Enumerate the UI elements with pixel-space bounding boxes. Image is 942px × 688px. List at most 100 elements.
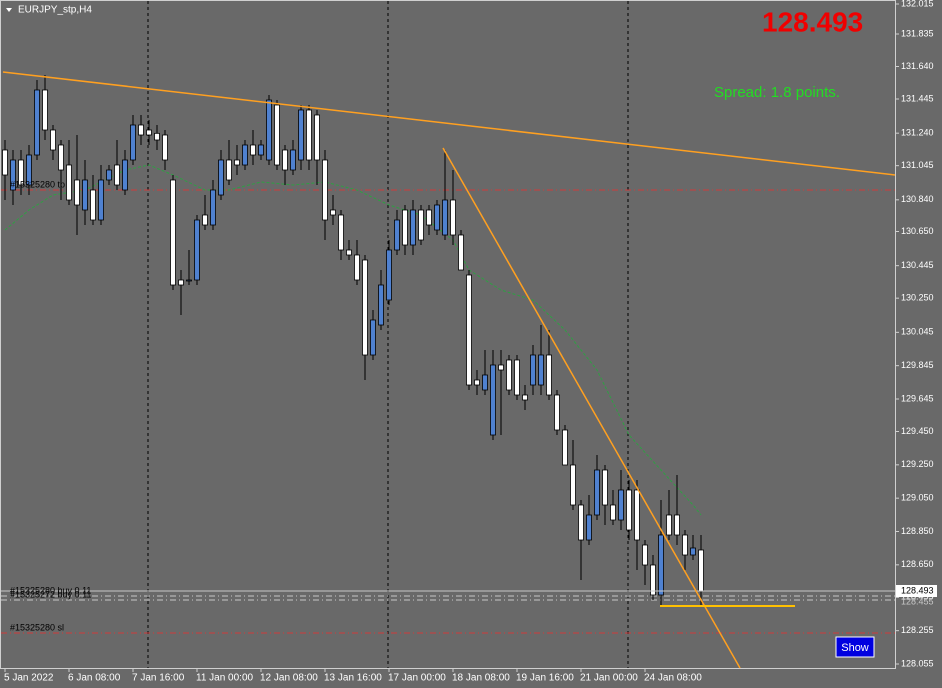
candle-body	[610, 504, 616, 521]
y-tick-label: 131.640	[901, 61, 934, 71]
candle-body	[538, 354, 544, 386]
y-tick-label: 129.645	[901, 393, 934, 403]
y-tick-label: 129.050	[901, 493, 934, 503]
candle-body	[114, 164, 120, 186]
candle-body	[370, 319, 376, 356]
candle-body	[634, 489, 640, 541]
candle-body	[298, 109, 304, 161]
candle-body	[330, 209, 336, 216]
candle-body	[82, 179, 88, 211]
candle-body	[378, 284, 384, 326]
candle-body	[266, 99, 272, 161]
candle-body	[402, 209, 408, 246]
candle-body	[146, 129, 152, 136]
candle-body	[362, 259, 368, 356]
candle-body	[282, 149, 288, 171]
candle-body	[218, 159, 224, 196]
y-tick-label: 131.835	[901, 28, 934, 38]
candle-body	[394, 219, 400, 251]
y-tick-label: 129.250	[901, 459, 934, 469]
candle-body	[98, 179, 104, 221]
y-tick-label: 128.850	[901, 526, 934, 536]
candle-body	[450, 199, 456, 236]
y-tick-label: 130.045	[901, 327, 934, 337]
x-tick-label: 12 Jan 08:00	[260, 673, 318, 684]
order-label: #15325280 tp	[10, 179, 65, 189]
candle-body	[210, 189, 216, 226]
candle-body	[442, 199, 448, 236]
candle-body	[130, 124, 136, 161]
y-tick-label: 130.250	[901, 293, 934, 303]
button-bg[interactable]	[835, 636, 875, 658]
level-price-label: 128.455	[901, 596, 934, 606]
candle-body	[74, 179, 80, 206]
x-tick-label: 18 Jan 08:00	[452, 673, 510, 684]
candle-body	[498, 364, 504, 371]
trend-lines	[2, 71, 896, 669]
y-tick-label: 131.045	[901, 160, 934, 170]
plot	[1, 75, 895, 634]
order-label: #15325280 sl	[10, 622, 64, 632]
candle-body	[90, 189, 96, 221]
order-label: #15325272 buy 0.11	[10, 589, 91, 599]
candle-body	[34, 89, 40, 156]
candle-body	[314, 114, 320, 161]
bid-display: 128.493	[762, 6, 863, 37]
candle-body	[306, 109, 312, 161]
candle-body	[18, 159, 24, 186]
y-tick-label: 128.650	[901, 559, 934, 569]
button-label[interactable]: Show	[841, 642, 869, 654]
candle-body	[434, 204, 440, 231]
candle-body	[514, 359, 520, 396]
candle-body	[338, 214, 344, 251]
y-tick-label: 131.445	[901, 93, 934, 103]
y-tick-label: 130.840	[901, 194, 934, 204]
candle-body	[26, 154, 32, 186]
price-label: 128.493	[901, 585, 934, 595]
y-tick-label: 129.845	[901, 360, 934, 370]
x-tick-label: 21 Jan 00:00	[580, 673, 638, 684]
candle-body	[578, 504, 584, 541]
y-tick-label: 131.240	[901, 128, 934, 138]
y-tick-label: 130.650	[901, 226, 934, 236]
show-button[interactable]: Show	[835, 636, 875, 658]
candle-body	[522, 394, 528, 401]
candle-body	[666, 514, 672, 536]
candle-body	[2, 149, 8, 176]
candle-body	[570, 464, 576, 506]
x-tick-label: 17 Jan 00:00	[388, 673, 446, 684]
y-tick-label: 130.445	[901, 260, 934, 270]
candle-body	[530, 354, 536, 386]
trend-line	[442, 147, 741, 669]
candle-body	[586, 514, 592, 541]
candle-body	[418, 209, 424, 241]
candle-body	[554, 394, 560, 431]
x-tick-label: 11 Jan 00:00	[196, 673, 254, 684]
candle-body	[698, 549, 704, 592]
candle-body	[490, 364, 496, 436]
candle-body	[426, 209, 432, 226]
candle-body	[594, 469, 600, 516]
candle-body	[618, 489, 624, 521]
candle-body	[10, 159, 16, 191]
chart-title: EURJPY_stp,H4	[18, 5, 92, 16]
candle-body	[474, 379, 480, 386]
x-tick-label: 5 Jan 2022	[4, 673, 54, 684]
candle-body	[682, 534, 688, 556]
candle-body	[234, 159, 240, 166]
menu-arrow[interactable]	[6, 8, 12, 12]
x-tick-label: 24 Jan 08:00	[644, 673, 702, 684]
trend-line	[2, 71, 896, 176]
candle-body	[322, 159, 328, 221]
x-tick-label: 6 Jan 08:00	[68, 673, 121, 684]
candle-body	[138, 124, 144, 136]
candle-body	[602, 469, 608, 506]
candle-body	[674, 514, 680, 536]
candle-body	[386, 249, 392, 301]
order-label: #15325280 buy 0.11	[10, 585, 91, 595]
candle-body	[458, 234, 464, 271]
candle-body	[250, 144, 256, 156]
candle-body	[106, 169, 112, 181]
candle-body	[506, 359, 512, 391]
